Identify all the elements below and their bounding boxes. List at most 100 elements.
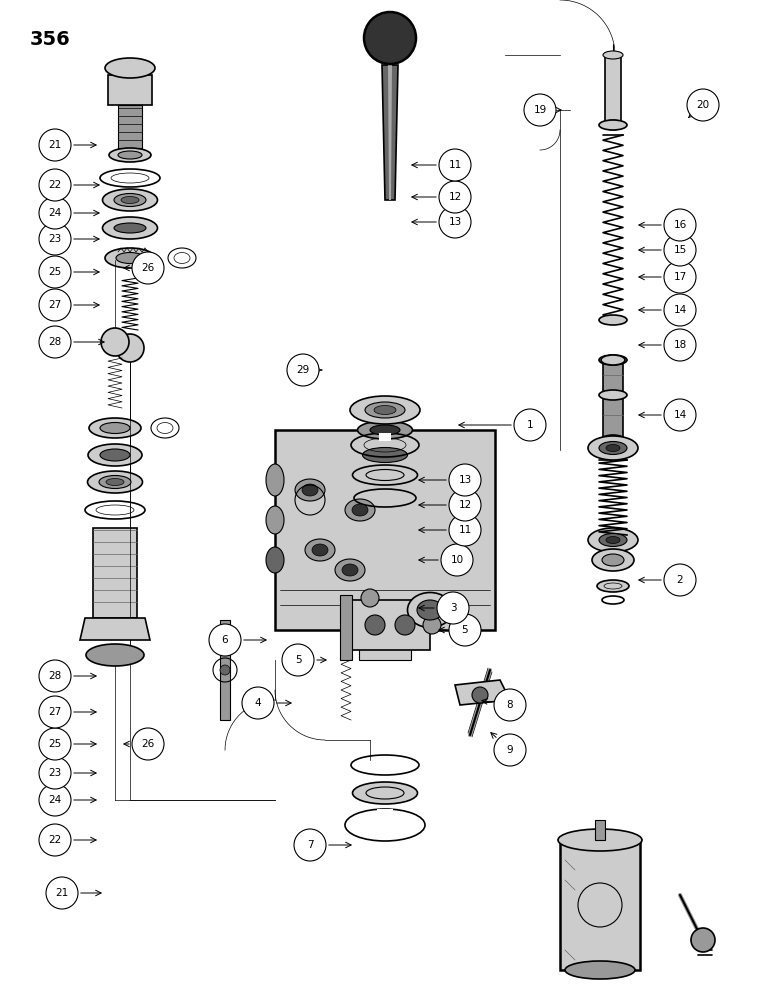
Text: 14: 14	[673, 410, 686, 420]
Ellipse shape	[601, 120, 625, 130]
Ellipse shape	[601, 355, 625, 365]
Circle shape	[664, 564, 696, 596]
Text: 22: 22	[48, 180, 62, 190]
Ellipse shape	[606, 444, 620, 452]
Ellipse shape	[370, 425, 400, 435]
Ellipse shape	[302, 484, 318, 496]
Text: 356: 356	[30, 30, 71, 49]
Ellipse shape	[357, 421, 413, 439]
Circle shape	[39, 256, 71, 288]
Circle shape	[524, 94, 556, 126]
Ellipse shape	[89, 418, 141, 438]
Ellipse shape	[350, 396, 420, 424]
Circle shape	[449, 464, 481, 496]
Ellipse shape	[100, 449, 130, 461]
Ellipse shape	[599, 315, 627, 325]
Bar	[359, 630, 411, 660]
Ellipse shape	[114, 194, 146, 207]
Bar	[595, 820, 605, 840]
Ellipse shape	[597, 580, 629, 592]
Circle shape	[242, 687, 274, 719]
Text: 21: 21	[48, 140, 62, 150]
Bar	[560, 840, 640, 970]
Ellipse shape	[121, 196, 139, 204]
Text: 29: 29	[296, 365, 310, 375]
Text: 23: 23	[48, 768, 62, 778]
Circle shape	[294, 829, 326, 861]
Bar	[108, 75, 152, 105]
Text: 20: 20	[697, 100, 710, 110]
Bar	[93, 528, 137, 618]
Ellipse shape	[592, 549, 634, 571]
Text: 6: 6	[222, 635, 229, 645]
Circle shape	[449, 514, 481, 546]
Text: 28: 28	[48, 671, 62, 681]
Circle shape	[282, 644, 314, 676]
Text: 9: 9	[507, 745, 513, 755]
Circle shape	[395, 615, 415, 635]
Circle shape	[39, 757, 71, 789]
Ellipse shape	[599, 355, 627, 365]
Ellipse shape	[335, 559, 365, 581]
Ellipse shape	[361, 589, 379, 607]
Text: 11: 11	[459, 525, 472, 535]
Text: 19: 19	[534, 105, 547, 115]
Ellipse shape	[558, 829, 642, 851]
Ellipse shape	[345, 499, 375, 521]
Ellipse shape	[353, 465, 417, 485]
Circle shape	[441, 544, 473, 576]
Polygon shape	[220, 620, 230, 720]
Circle shape	[687, 89, 719, 121]
Ellipse shape	[599, 442, 627, 454]
Ellipse shape	[105, 248, 155, 268]
Ellipse shape	[102, 189, 158, 211]
Ellipse shape	[603, 51, 623, 59]
Text: 5: 5	[462, 625, 468, 635]
Circle shape	[46, 877, 78, 909]
Bar	[377, 809, 393, 819]
Text: 24: 24	[48, 208, 62, 218]
Ellipse shape	[100, 422, 130, 434]
Circle shape	[664, 294, 696, 326]
Ellipse shape	[606, 536, 620, 544]
Circle shape	[39, 129, 71, 161]
Circle shape	[39, 326, 71, 358]
Text: 3: 3	[450, 603, 456, 613]
Ellipse shape	[407, 592, 452, 628]
Circle shape	[39, 169, 71, 201]
Ellipse shape	[588, 436, 638, 460]
Circle shape	[437, 592, 469, 624]
Ellipse shape	[565, 961, 635, 979]
Ellipse shape	[588, 528, 638, 552]
Text: 5: 5	[295, 655, 301, 665]
Circle shape	[494, 734, 526, 766]
Ellipse shape	[423, 616, 441, 634]
Ellipse shape	[266, 464, 284, 496]
Circle shape	[209, 624, 241, 656]
Circle shape	[39, 289, 71, 321]
Text: 8: 8	[507, 700, 513, 710]
Text: 24: 24	[48, 795, 62, 805]
Text: 7: 7	[307, 840, 314, 850]
Text: 13: 13	[448, 217, 462, 227]
Text: 14: 14	[673, 305, 686, 315]
Circle shape	[494, 689, 526, 721]
Text: 18: 18	[673, 340, 686, 350]
Polygon shape	[80, 618, 150, 640]
Ellipse shape	[352, 504, 368, 516]
Circle shape	[691, 928, 715, 952]
Ellipse shape	[374, 406, 396, 414]
Ellipse shape	[102, 217, 158, 239]
Text: 23: 23	[48, 234, 62, 244]
Bar	[275, 430, 495, 630]
Circle shape	[664, 329, 696, 361]
Text: 12: 12	[459, 500, 472, 510]
Ellipse shape	[114, 223, 146, 233]
Ellipse shape	[116, 252, 144, 263]
Ellipse shape	[266, 506, 284, 534]
Circle shape	[664, 399, 696, 431]
Text: 21: 21	[55, 888, 69, 898]
Circle shape	[132, 728, 164, 760]
Ellipse shape	[359, 621, 411, 639]
Polygon shape	[388, 65, 392, 200]
